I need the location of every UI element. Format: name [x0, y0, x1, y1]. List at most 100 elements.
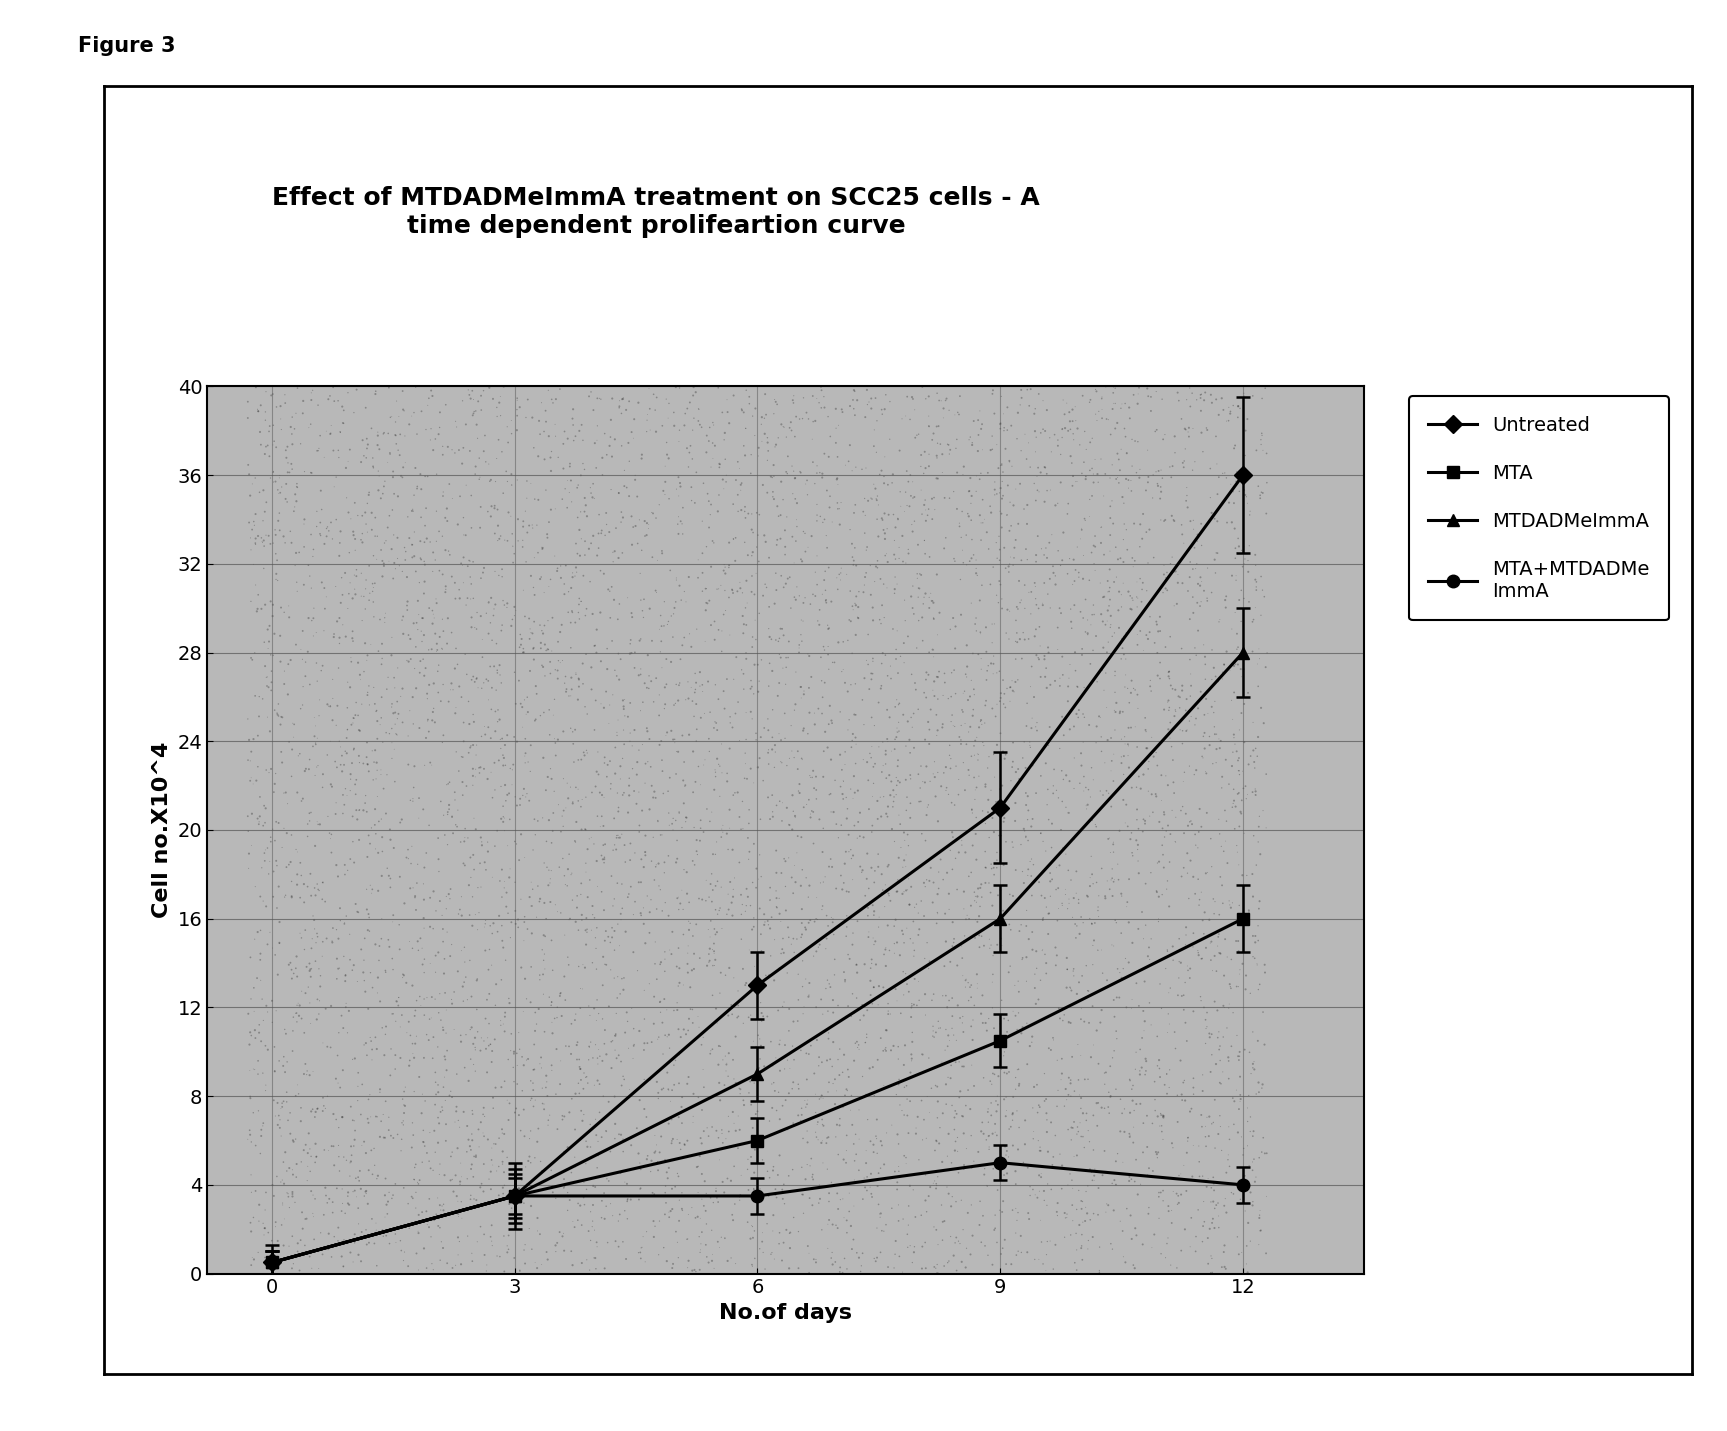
Point — [900, 703, 927, 726]
Point — [969, 1110, 996, 1133]
Point — [242, 1026, 269, 1049]
Point — [292, 1052, 319, 1075]
Point — [879, 778, 907, 801]
Point — [1224, 1045, 1252, 1068]
Point — [532, 664, 560, 687]
Point — [237, 1221, 264, 1244]
Point — [820, 651, 848, 674]
Point — [732, 614, 760, 637]
Point — [891, 405, 919, 428]
Point — [775, 1165, 803, 1188]
Point — [523, 514, 551, 537]
Point — [810, 1115, 838, 1138]
Point — [1245, 637, 1273, 660]
Point — [587, 560, 615, 582]
Point — [1233, 864, 1261, 887]
Point — [1247, 481, 1275, 504]
Point — [342, 558, 370, 581]
Point — [955, 721, 983, 744]
Point — [958, 643, 986, 665]
Point — [839, 1002, 867, 1025]
Point — [689, 674, 717, 697]
Point — [819, 856, 846, 879]
Point — [896, 1175, 924, 1198]
Point — [1022, 993, 1050, 1016]
Point — [446, 1171, 473, 1193]
Point — [509, 784, 537, 807]
Point — [565, 518, 592, 541]
Point — [869, 1039, 896, 1062]
Point — [304, 394, 332, 416]
Point — [1226, 396, 1254, 419]
Point — [788, 747, 815, 770]
Point — [874, 914, 901, 937]
Point — [389, 379, 416, 402]
Point — [504, 529, 532, 552]
Point — [1235, 899, 1262, 922]
Point — [1098, 933, 1126, 956]
Point — [447, 685, 475, 708]
Point — [351, 585, 378, 608]
Point — [1150, 562, 1178, 585]
Point — [782, 588, 810, 611]
Point — [715, 1042, 743, 1065]
Point — [698, 1219, 725, 1242]
Point — [275, 1235, 302, 1258]
Point — [736, 1070, 763, 1093]
Point — [1091, 375, 1119, 398]
Point — [292, 1234, 319, 1256]
Point — [601, 428, 629, 451]
Point — [955, 758, 983, 781]
Point — [950, 455, 977, 478]
Point — [1242, 1082, 1269, 1105]
Point — [853, 538, 881, 561]
Point — [1062, 703, 1090, 726]
Point — [447, 1152, 475, 1175]
Point — [411, 947, 439, 970]
Point — [1207, 1049, 1235, 1072]
Point — [451, 643, 478, 665]
Point — [356, 833, 383, 856]
Point — [430, 485, 458, 508]
Point — [1250, 711, 1278, 734]
Point — [964, 877, 991, 900]
Point — [363, 710, 390, 733]
Point — [506, 635, 534, 658]
Point — [967, 462, 995, 485]
Point — [356, 1026, 383, 1049]
Point — [1223, 975, 1250, 997]
Point — [1247, 484, 1275, 507]
Point — [687, 773, 715, 796]
Point — [701, 843, 729, 866]
Point — [706, 897, 734, 920]
Point — [608, 747, 636, 770]
Point — [882, 932, 910, 954]
Point — [558, 601, 585, 624]
Point — [351, 969, 378, 992]
Point — [794, 1043, 822, 1066]
Point — [304, 813, 332, 836]
Point — [1249, 386, 1276, 409]
Point — [712, 1226, 739, 1249]
Point — [658, 720, 686, 743]
Point — [1211, 1195, 1238, 1218]
Point — [1216, 401, 1243, 424]
Point — [670, 899, 698, 922]
Point — [1219, 892, 1247, 914]
Point — [1036, 1229, 1064, 1252]
Point — [252, 797, 280, 820]
Point — [879, 471, 907, 494]
Point — [867, 674, 895, 697]
Point — [646, 990, 674, 1013]
Point — [800, 1062, 827, 1085]
Point — [442, 409, 470, 432]
Point — [518, 1238, 546, 1261]
Point — [1081, 535, 1109, 558]
Point — [870, 943, 898, 966]
Point — [648, 748, 675, 771]
Point — [815, 643, 843, 665]
Point — [433, 833, 461, 856]
Point — [734, 544, 762, 567]
Point — [1062, 881, 1090, 904]
Point — [1119, 1075, 1147, 1098]
